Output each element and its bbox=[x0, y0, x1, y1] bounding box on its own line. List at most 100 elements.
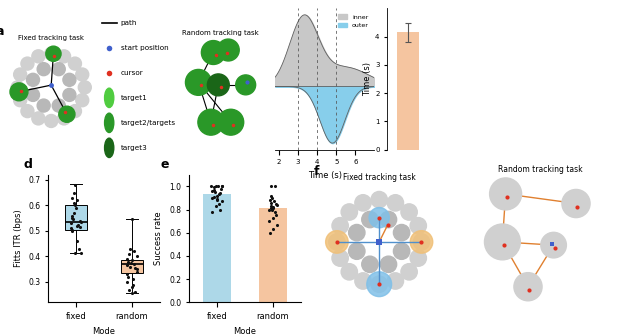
Point bbox=[212, 198, 222, 203]
Circle shape bbox=[369, 208, 389, 228]
Circle shape bbox=[349, 243, 365, 259]
Point bbox=[206, 184, 216, 189]
Point bbox=[132, 269, 142, 275]
PathPatch shape bbox=[121, 260, 143, 273]
Circle shape bbox=[76, 94, 89, 107]
Circle shape bbox=[21, 57, 34, 70]
Title: Random tracking task: Random tracking task bbox=[182, 31, 259, 37]
Circle shape bbox=[59, 106, 75, 122]
Point bbox=[130, 290, 140, 295]
Point bbox=[75, 218, 85, 223]
Circle shape bbox=[218, 39, 239, 61]
Circle shape bbox=[26, 88, 40, 101]
Point bbox=[72, 239, 82, 244]
Circle shape bbox=[68, 104, 81, 118]
Point bbox=[127, 284, 137, 290]
Circle shape bbox=[52, 99, 65, 112]
Text: f: f bbox=[314, 165, 319, 178]
Point bbox=[72, 198, 83, 203]
Circle shape bbox=[371, 276, 387, 292]
Point bbox=[126, 291, 136, 296]
Circle shape bbox=[45, 47, 58, 60]
Point bbox=[266, 206, 276, 211]
Circle shape bbox=[198, 109, 224, 135]
Circle shape bbox=[13, 94, 27, 107]
Point bbox=[132, 266, 142, 272]
Circle shape bbox=[45, 115, 58, 127]
Circle shape bbox=[349, 224, 365, 241]
Circle shape bbox=[332, 218, 348, 234]
Point bbox=[214, 192, 224, 197]
Point bbox=[207, 209, 217, 215]
Point bbox=[76, 219, 86, 225]
Circle shape bbox=[37, 99, 50, 112]
Circle shape bbox=[394, 224, 410, 241]
Y-axis label: Fitts ITR (bps): Fitts ITR (bps) bbox=[13, 210, 22, 267]
Point bbox=[266, 184, 276, 189]
Circle shape bbox=[207, 74, 229, 96]
Circle shape bbox=[218, 109, 244, 135]
Point bbox=[76, 250, 86, 255]
Point bbox=[272, 222, 282, 227]
PathPatch shape bbox=[65, 205, 87, 229]
Circle shape bbox=[362, 256, 378, 272]
Point bbox=[207, 195, 217, 201]
Text: target1: target1 bbox=[121, 95, 147, 101]
Circle shape bbox=[362, 211, 378, 228]
Point bbox=[212, 197, 222, 202]
Point bbox=[68, 200, 79, 206]
Point bbox=[67, 195, 77, 200]
Point bbox=[264, 207, 275, 212]
Point bbox=[68, 210, 79, 216]
Legend: inner, outer: inner, outer bbox=[335, 11, 371, 31]
Point bbox=[125, 246, 135, 251]
Point bbox=[215, 207, 225, 212]
Point bbox=[123, 274, 133, 280]
Circle shape bbox=[326, 230, 348, 253]
Point bbox=[212, 193, 222, 198]
Point bbox=[211, 190, 221, 195]
Point bbox=[211, 203, 221, 209]
Circle shape bbox=[63, 88, 76, 101]
Point bbox=[67, 215, 77, 221]
Text: start position: start position bbox=[121, 45, 168, 51]
Point bbox=[122, 271, 132, 277]
Point bbox=[71, 205, 81, 211]
Point bbox=[124, 287, 134, 292]
Point bbox=[269, 184, 280, 189]
Circle shape bbox=[367, 272, 392, 297]
Circle shape bbox=[186, 70, 211, 95]
Point bbox=[73, 222, 83, 227]
Circle shape bbox=[410, 218, 426, 234]
Point bbox=[128, 277, 138, 282]
Text: target2/targets: target2/targets bbox=[121, 120, 176, 126]
Point bbox=[217, 199, 227, 204]
Circle shape bbox=[401, 264, 417, 280]
Point bbox=[268, 205, 278, 210]
Circle shape bbox=[387, 273, 404, 289]
Title: Random tracking task: Random tracking task bbox=[499, 165, 583, 174]
Circle shape bbox=[104, 88, 114, 108]
Circle shape bbox=[341, 204, 358, 220]
X-axis label: Mode: Mode bbox=[93, 327, 115, 336]
Circle shape bbox=[76, 68, 89, 81]
Point bbox=[268, 206, 278, 211]
Point bbox=[265, 198, 275, 203]
Point bbox=[127, 258, 137, 263]
Circle shape bbox=[332, 250, 348, 266]
Circle shape bbox=[413, 234, 429, 250]
Circle shape bbox=[236, 75, 255, 95]
Point bbox=[75, 224, 85, 230]
Point bbox=[69, 182, 79, 187]
Text: cursor: cursor bbox=[121, 70, 143, 76]
Point bbox=[131, 265, 141, 270]
Circle shape bbox=[52, 62, 65, 76]
X-axis label: Time (s): Time (s) bbox=[308, 171, 342, 180]
Circle shape bbox=[380, 211, 397, 228]
Text: target3: target3 bbox=[121, 145, 147, 151]
Point bbox=[216, 186, 227, 191]
Point bbox=[129, 261, 139, 267]
Point bbox=[209, 187, 220, 193]
Point bbox=[70, 250, 80, 255]
Point bbox=[125, 264, 135, 269]
